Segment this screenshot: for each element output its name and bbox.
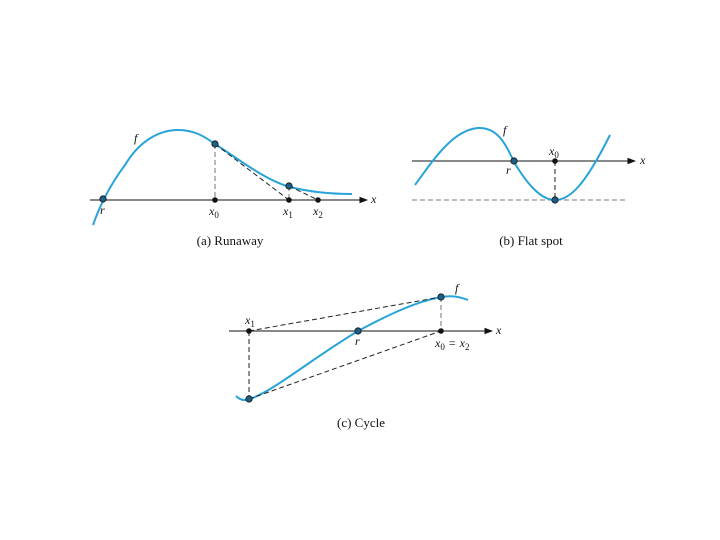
panel-b-curve-point-x0 xyxy=(551,196,559,204)
panel-a-caption: (a) Runaway xyxy=(197,233,264,248)
panel-c-function-curve xyxy=(235,295,469,401)
panel-a-x1-label: x1 xyxy=(282,204,293,220)
panel-c-x1-point xyxy=(246,328,252,334)
panel-b-flat-spot: x f r x0 (b) Flat spot xyxy=(412,123,646,248)
panel-c-root-point xyxy=(354,327,362,335)
panel-a-x0-label: x0 xyxy=(208,204,219,220)
panel-a-curve-point-x0 xyxy=(211,140,219,148)
panel-a-root-label: r xyxy=(100,203,105,217)
panel-c-caption: (c) Cycle xyxy=(337,415,385,430)
panel-c-x1-label: x1 xyxy=(244,313,255,329)
panel-c-x0-point xyxy=(438,328,444,334)
panel-c-curve-point-x1 xyxy=(245,395,253,403)
panel-a-root-point xyxy=(99,195,107,203)
panel-b-x-axis-label: x xyxy=(639,153,646,167)
panel-c-root-label: r xyxy=(355,334,360,348)
panel-b-x0-label: x0 xyxy=(548,144,559,160)
panel-a-x1-point xyxy=(286,197,292,203)
panel-a-runaway: x f r x0 x1 x2 (a) Runaway xyxy=(90,128,377,248)
panel-b-root-label: r xyxy=(506,163,511,177)
panel-a-x0-point xyxy=(212,197,218,203)
panel-a-x-axis-label: x xyxy=(370,192,377,206)
panel-a-tangent-x1 xyxy=(288,185,319,201)
panel-a-x2-label: x2 xyxy=(312,204,323,220)
panel-b-root-point xyxy=(510,157,518,165)
panel-b-x0-point xyxy=(552,158,558,164)
panel-c-cycle: x f x1 r x0 = x2 (c) Cycle xyxy=(229,281,502,430)
panel-c-secant-lower xyxy=(248,330,442,400)
panel-a-curve-point-x1 xyxy=(285,182,293,190)
panel-c-x0-x2-label: x0 = x2 xyxy=(434,336,469,352)
panel-b-f-label: f xyxy=(503,123,508,137)
panel-c-secant-upper xyxy=(248,296,442,332)
panel-c-curve-point-x0 xyxy=(437,293,445,301)
panel-a-x2-point xyxy=(315,197,321,203)
panel-a-f-label: f xyxy=(134,131,139,145)
panel-b-caption: (b) Flat spot xyxy=(499,233,563,248)
panel-c-f-label: f xyxy=(455,281,460,295)
panel-c-x-axis-label: x xyxy=(495,323,502,337)
